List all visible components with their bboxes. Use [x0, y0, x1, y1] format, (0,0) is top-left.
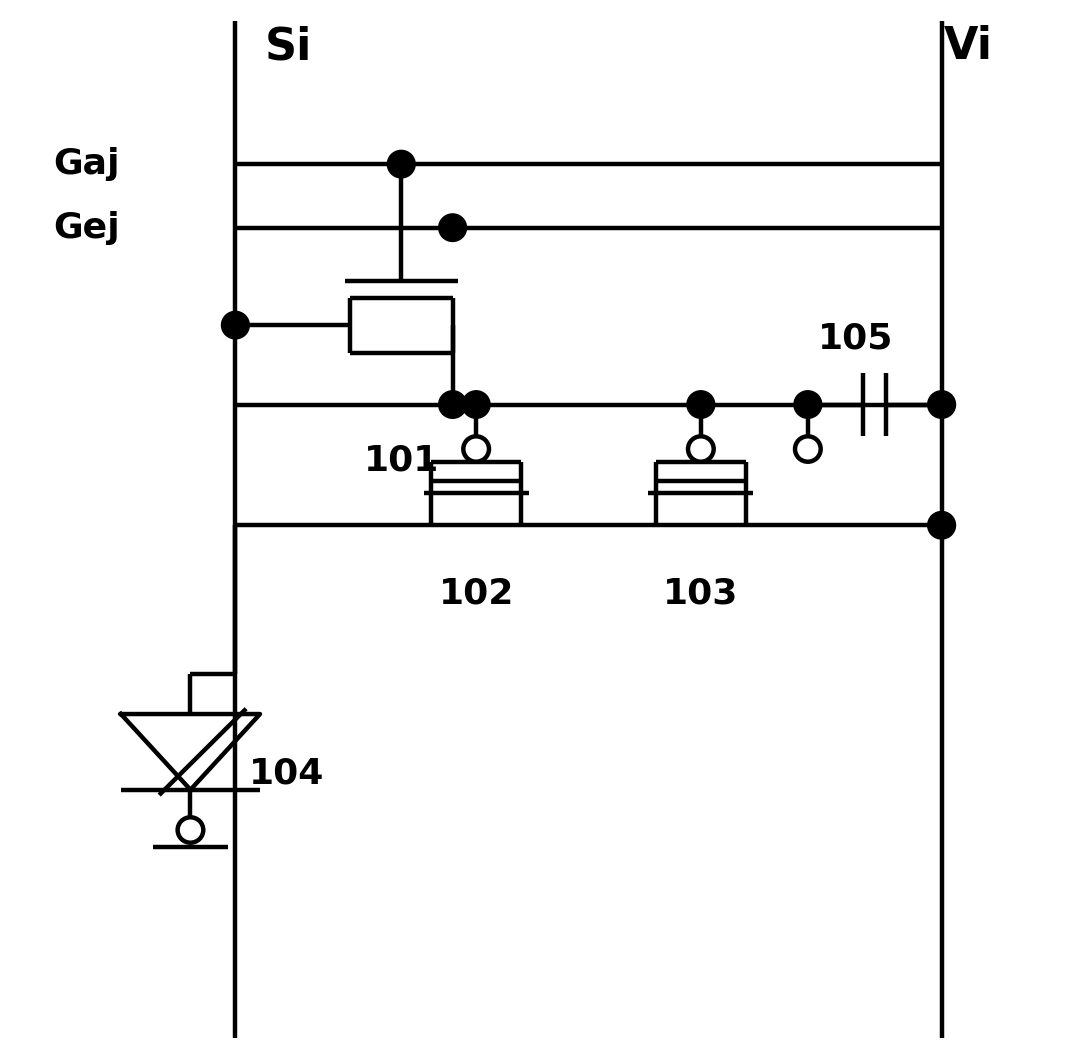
Circle shape — [795, 436, 821, 462]
Text: 103: 103 — [663, 576, 738, 610]
Circle shape — [439, 214, 467, 241]
Text: Si: Si — [265, 25, 312, 68]
Circle shape — [928, 511, 956, 539]
Circle shape — [439, 391, 467, 418]
Text: 102: 102 — [439, 576, 514, 610]
Text: Gej: Gej — [54, 211, 120, 245]
Circle shape — [221, 311, 249, 339]
Text: 104: 104 — [249, 756, 324, 790]
Circle shape — [463, 436, 489, 462]
Circle shape — [688, 436, 714, 462]
Circle shape — [794, 391, 822, 418]
Circle shape — [928, 391, 956, 418]
Text: 101: 101 — [364, 444, 439, 478]
Text: Gaj: Gaj — [54, 147, 120, 181]
Circle shape — [387, 150, 415, 178]
Circle shape — [462, 391, 490, 418]
Circle shape — [687, 391, 715, 418]
Circle shape — [178, 818, 203, 843]
Text: 105: 105 — [819, 322, 893, 356]
Text: Vi: Vi — [944, 25, 993, 68]
